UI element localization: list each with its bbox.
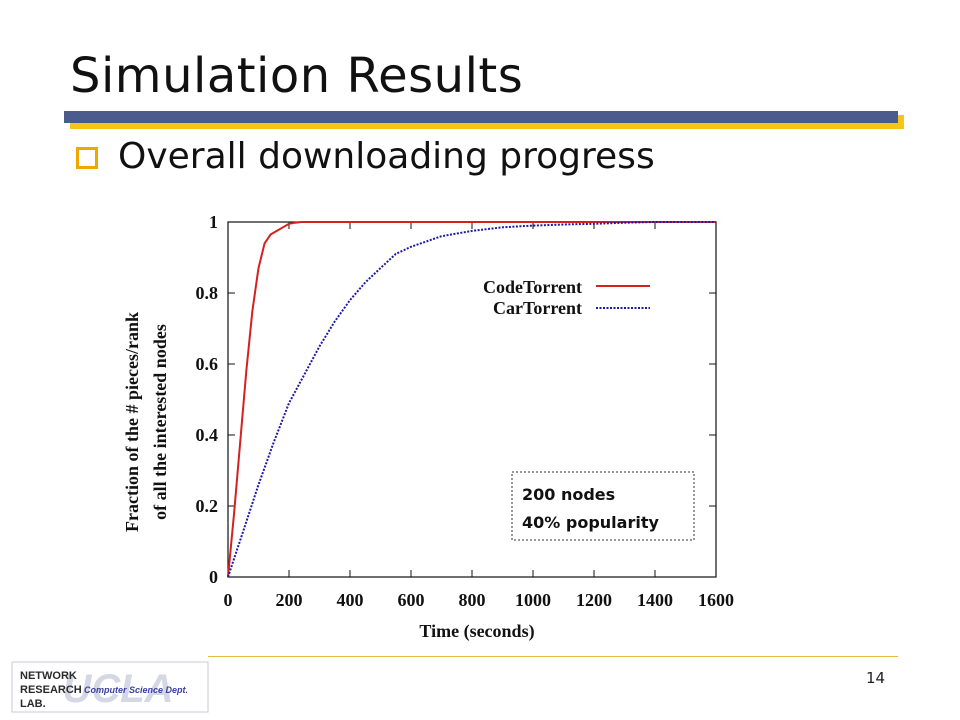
bullet-text: Overall downloading progress xyxy=(118,136,655,177)
x-tick-label: 600 xyxy=(398,590,425,610)
x-tick-label: 200 xyxy=(276,590,303,610)
footer-divider xyxy=(208,656,898,657)
logo-line-research: RESEARCH xyxy=(20,684,82,696)
annotation-box: 200 nodes 40% popularity xyxy=(511,471,695,541)
logo-dept: Computer Science Dept. xyxy=(84,685,188,695)
annotation-nodes: 200 nodes xyxy=(522,485,615,504)
series-line-cartorrent xyxy=(227,221,716,578)
y-tick-label: 0.2 xyxy=(196,496,219,516)
network-research-lab-logo: UCLA NETWORK RESEARCH LAB. Computer Scie… xyxy=(11,661,209,713)
series-line-codetorrent xyxy=(227,221,716,578)
axis-ticks: 0 200 400 600 800 1000 1200 1400 1600 0 0.2 0.4 0.6 0… xyxy=(196,212,735,610)
y-tick-label: 0 xyxy=(209,567,218,587)
y-tick-label: 1 xyxy=(209,212,218,232)
page-number: 14 xyxy=(866,669,886,687)
logo-line-network: NETWORK xyxy=(20,670,77,682)
x-tick-label: 1600 xyxy=(698,590,734,610)
y-tick-label: 0.4 xyxy=(196,425,219,445)
y-tick-label: 0.6 xyxy=(196,354,219,374)
legend: CodeTorrent CarTorrent xyxy=(483,277,650,318)
slide-title: Simulation Results xyxy=(70,48,524,104)
y-axis-label-line2: of all the interested nodes xyxy=(150,324,170,520)
title-underline xyxy=(64,111,898,123)
legend-label-codetorrent: CodeTorrent xyxy=(483,277,582,297)
x-axis-label: Time (seconds) xyxy=(419,621,534,642)
x-tick-label: 1000 xyxy=(515,590,551,610)
x-tick-label: 1200 xyxy=(576,590,612,610)
annotation-frame xyxy=(511,471,695,541)
y-axis-label-line1: Fraction of the # pieces/rank xyxy=(122,312,142,532)
x-tick-label: 0 xyxy=(224,590,233,610)
annotation-popularity: 40% popularity xyxy=(522,513,659,532)
series-layer xyxy=(227,221,716,578)
logo-line-lab: LAB. xyxy=(20,698,46,710)
y-tick-label: 0.8 xyxy=(196,283,219,303)
legend-label-cartorrent: CarTorrent xyxy=(493,298,582,318)
x-tick-label: 1400 xyxy=(637,590,673,610)
square-bullet-icon xyxy=(76,147,98,169)
x-tick-label: 400 xyxy=(337,590,364,610)
logo-watermark: UCLA xyxy=(62,667,173,711)
x-tick-label: 800 xyxy=(459,590,486,610)
